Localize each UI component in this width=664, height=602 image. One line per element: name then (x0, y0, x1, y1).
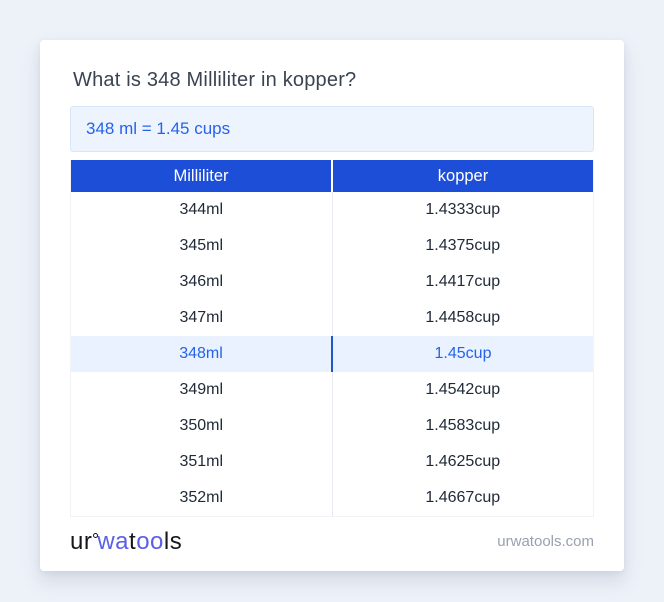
conversion-card: What is 348 Milliliter in kopper? 348 ml… (40, 40, 624, 571)
kopper-value: 1.4542cup (425, 381, 501, 398)
kopper-value: 1.4458cup (425, 309, 501, 326)
table-row-highlighted: 348ml 1.45cup (70, 336, 594, 372)
ml-value: 348ml (70, 336, 333, 372)
ml-value: 346ml (70, 264, 333, 300)
website-url: urwatools.com (497, 533, 594, 550)
logo-segment: ls (163, 527, 183, 555)
logo-segment: ur (70, 527, 93, 555)
logo-ring-icon (93, 532, 99, 538)
conversion-result-box: 348 ml = 1.45 cups (70, 106, 594, 152)
ml-value: 350ml (70, 408, 333, 444)
table-row: 349ml 1.4542cup (70, 372, 594, 408)
ml-value: 352ml (70, 480, 333, 516)
table-header-row: Milliliter kopper (70, 160, 594, 192)
table-row: 347ml 1.4458cup (70, 300, 594, 336)
kopper-value: 1.4333cup (425, 201, 501, 218)
conversion-result-text: 348 ml = 1.45 cups (86, 119, 231, 138)
ml-value: 351ml (70, 444, 333, 480)
table-row: 352ml 1.4667cup (70, 480, 594, 516)
kopper-value: 1.4417cup (425, 273, 501, 290)
urwatools-logo[interactable]: ur wa t oo ls (70, 528, 182, 556)
kopper-value: 1.4583cup (425, 417, 501, 434)
ml-value: 345ml (70, 228, 333, 264)
ml-value: 344ml (70, 192, 333, 228)
ml-value: 349ml (70, 372, 333, 408)
table-row: 346ml 1.4417cup (70, 264, 594, 300)
table-row: 345ml 1.4375cup (70, 228, 594, 264)
page-title: What is 348 Milliliter in kopper? (73, 69, 357, 91)
kopper-value: 1.45cup (434, 345, 492, 362)
table-row: 351ml 1.4625cup (70, 444, 594, 480)
table-row: 344ml 1.4333cup (70, 192, 594, 228)
table-row: 350ml 1.4583cup (70, 408, 594, 444)
kopper-value: 1.4375cup (425, 237, 501, 254)
logo-segment: oo (136, 527, 164, 555)
logo-segment: wa (97, 527, 130, 555)
column-header-milliliter: Milliliter (70, 160, 333, 192)
conversion-table: Milliliter kopper 344ml 1.4333cup 345ml … (70, 160, 594, 517)
card-footer: ur wa t oo ls urwatools.com (70, 523, 594, 561)
ml-value: 347ml (70, 300, 333, 336)
logo-segment: t (129, 527, 137, 555)
kopper-value: 1.4667cup (425, 488, 501, 506)
kopper-value: 1.4625cup (425, 453, 501, 470)
column-header-kopper: kopper (332, 160, 594, 192)
